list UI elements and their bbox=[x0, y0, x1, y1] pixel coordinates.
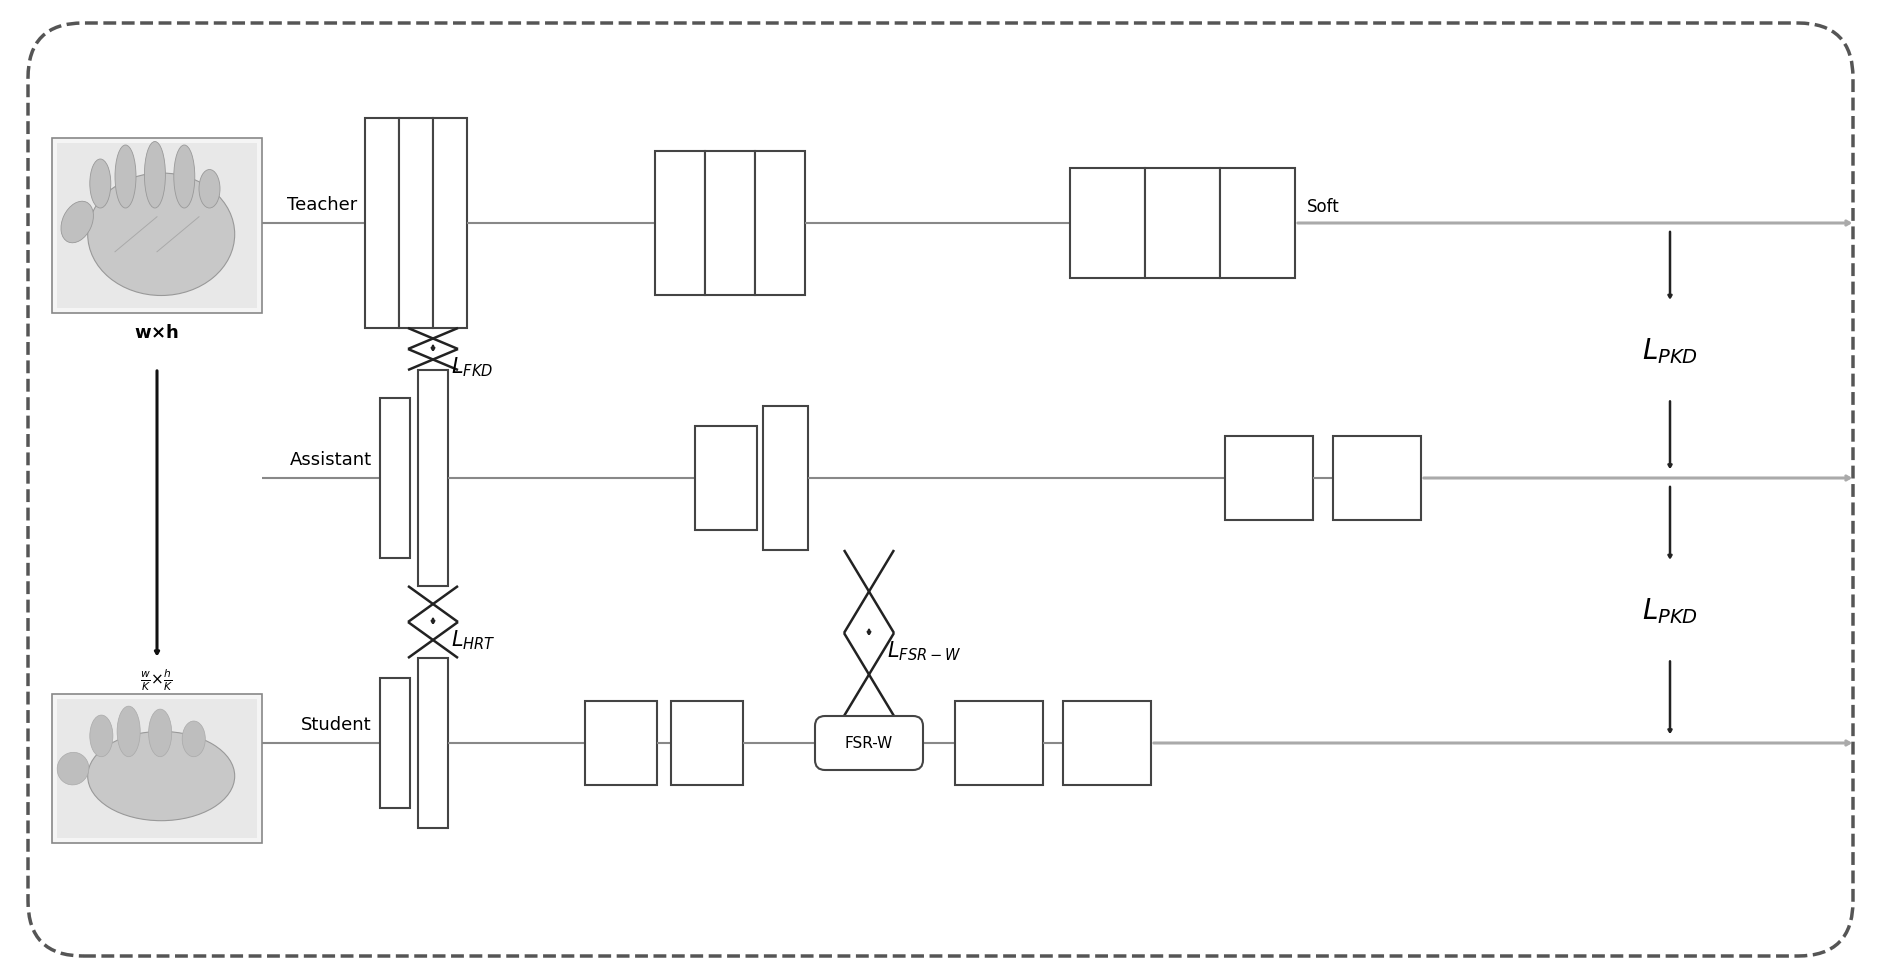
FancyBboxPatch shape bbox=[28, 24, 1854, 956]
Ellipse shape bbox=[145, 143, 166, 208]
Bar bbox=[53, 694, 262, 843]
Text: Teacher: Teacher bbox=[286, 196, 358, 214]
Text: $L_{FSR-W}$: $L_{FSR-W}$ bbox=[886, 639, 962, 662]
Ellipse shape bbox=[149, 709, 171, 757]
Text: $\mathbf{w{\times}h}$: $\mathbf{w{\times}h}$ bbox=[134, 324, 179, 341]
Text: Soft: Soft bbox=[1306, 198, 1340, 216]
Bar bbox=[755, 152, 805, 295]
Ellipse shape bbox=[199, 170, 220, 208]
Text: $L_{PKD}$: $L_{PKD}$ bbox=[1641, 336, 1698, 366]
Bar bbox=[56, 699, 258, 838]
Ellipse shape bbox=[60, 202, 94, 244]
Bar bbox=[418, 658, 448, 828]
Bar bbox=[706, 152, 755, 295]
Bar bbox=[655, 152, 706, 295]
Ellipse shape bbox=[173, 146, 196, 208]
Bar bbox=[1144, 169, 1220, 279]
Bar bbox=[380, 679, 410, 808]
Bar bbox=[1225, 436, 1314, 520]
Bar bbox=[433, 119, 467, 329]
Bar bbox=[1332, 436, 1421, 520]
Text: $L_{FKD}$: $L_{FKD}$ bbox=[452, 355, 493, 378]
Text: Assistant: Assistant bbox=[290, 451, 373, 468]
Text: $\frac{w}{K}{\times}\frac{h}{K}$: $\frac{w}{K}{\times}\frac{h}{K}$ bbox=[141, 667, 173, 692]
Ellipse shape bbox=[88, 174, 235, 296]
Ellipse shape bbox=[115, 146, 136, 208]
Ellipse shape bbox=[90, 715, 113, 757]
Ellipse shape bbox=[117, 706, 139, 757]
Bar bbox=[694, 426, 757, 530]
Text: $L_{HRT}$: $L_{HRT}$ bbox=[452, 627, 495, 651]
Ellipse shape bbox=[90, 159, 111, 208]
Bar bbox=[954, 701, 1043, 785]
Bar bbox=[1220, 169, 1295, 279]
Ellipse shape bbox=[88, 732, 235, 821]
Bar bbox=[1071, 169, 1144, 279]
Bar bbox=[418, 371, 448, 587]
Ellipse shape bbox=[56, 752, 88, 785]
Bar bbox=[672, 701, 743, 785]
Bar bbox=[762, 407, 807, 551]
Bar bbox=[53, 139, 262, 314]
Text: FSR-W: FSR-W bbox=[845, 735, 894, 751]
Text: Student: Student bbox=[301, 715, 373, 734]
Bar bbox=[365, 119, 399, 329]
Bar bbox=[1063, 701, 1152, 785]
FancyBboxPatch shape bbox=[815, 716, 922, 771]
Text: $L_{PKD}$: $L_{PKD}$ bbox=[1641, 596, 1698, 626]
Bar bbox=[56, 144, 258, 309]
Bar bbox=[585, 701, 657, 785]
Ellipse shape bbox=[183, 722, 205, 757]
Bar bbox=[380, 399, 410, 558]
Bar bbox=[399, 119, 433, 329]
